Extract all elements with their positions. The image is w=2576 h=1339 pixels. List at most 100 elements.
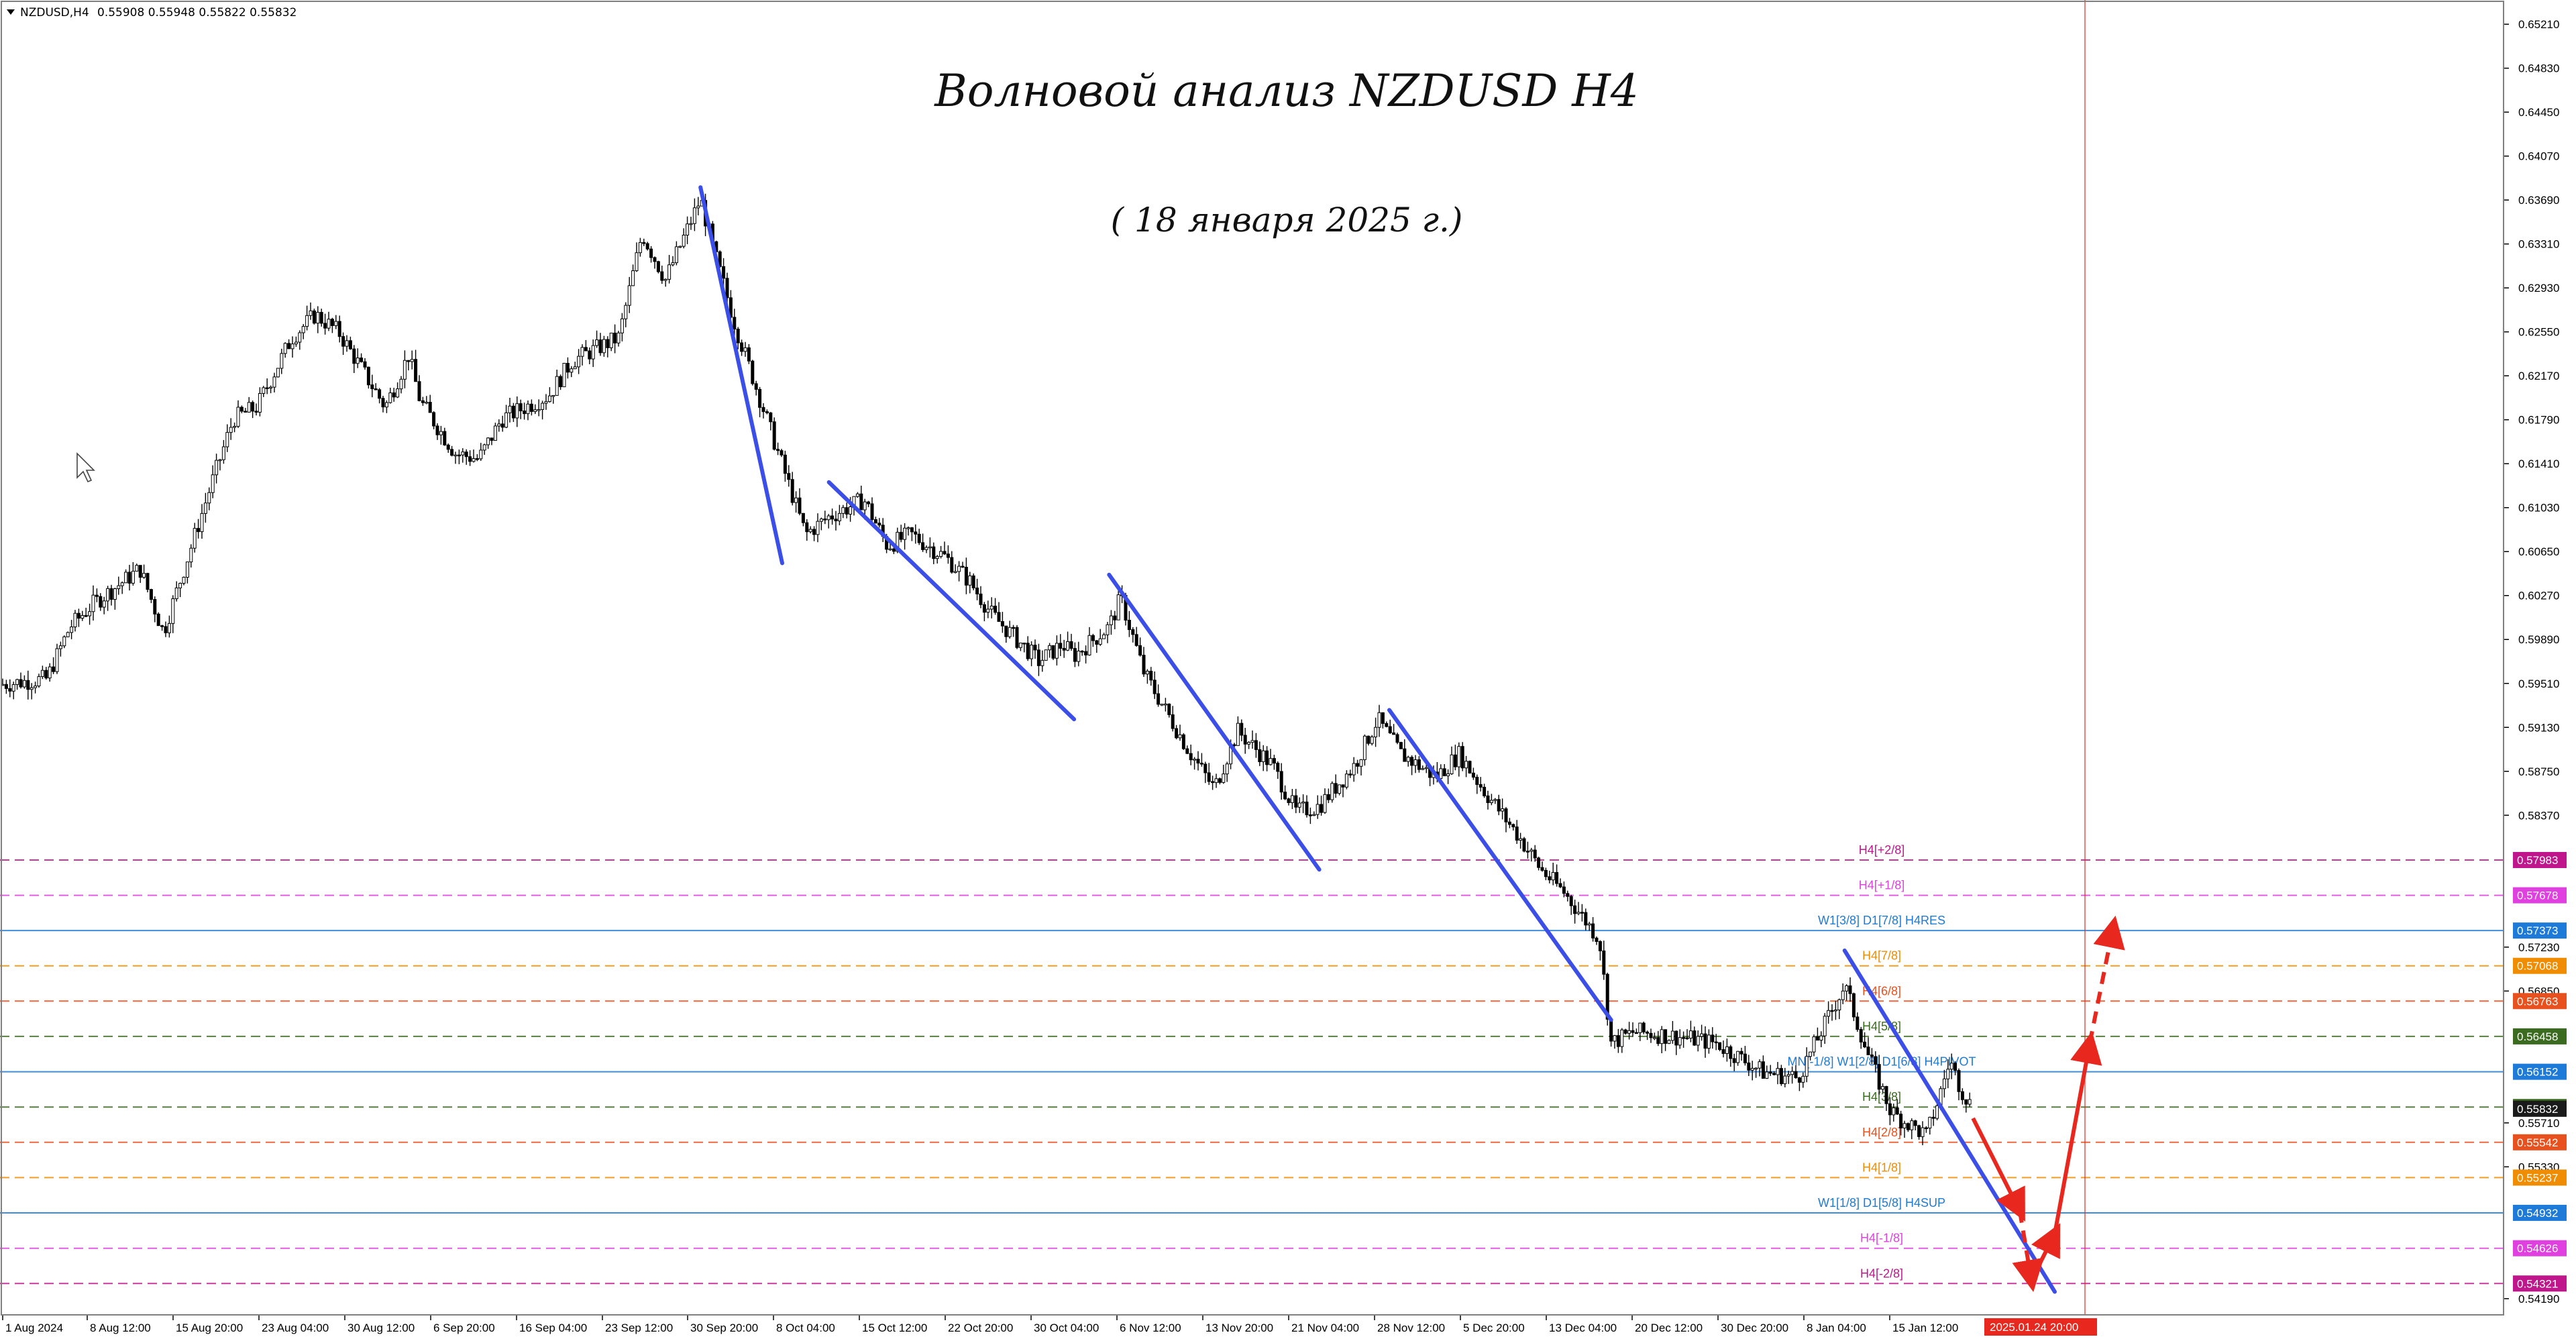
candle: [178, 582, 182, 598]
candle-body: [1609, 1018, 1613, 1042]
candle: [845, 502, 849, 519]
candle: [932, 542, 936, 565]
candle: [1483, 784, 1487, 798]
candle: [1413, 755, 1417, 773]
candle: [1283, 785, 1287, 800]
candle-body: [178, 583, 182, 588]
candle-body: [1033, 645, 1037, 651]
candle: [26, 670, 30, 700]
candle: [1218, 778, 1222, 785]
candle-body: [453, 454, 458, 457]
candle-body: [823, 519, 827, 521]
level-label: W1[3/8] D1[7/8] H4RES: [1818, 914, 1945, 927]
candle-body: [903, 527, 907, 540]
x-tick-label: 23 Sep 12:00: [605, 1322, 673, 1334]
candle: [725, 272, 729, 305]
candle-body: [1276, 763, 1280, 772]
symbol-dropdown-icon[interactable]: [7, 9, 15, 15]
candle-body: [294, 341, 298, 345]
candle: [1566, 890, 1570, 902]
candle: [1576, 902, 1580, 916]
y-tick-label: 0.55710: [2518, 1117, 2559, 1130]
x-tick-label: 21 Nov 04:00: [1291, 1322, 1359, 1334]
candle-body: [428, 402, 432, 413]
candle: [1276, 761, 1280, 780]
candle-body: [1018, 642, 1022, 648]
candle: [1497, 794, 1501, 816]
candle: [1225, 761, 1229, 782]
candle-body: [939, 551, 943, 557]
candle-body: [663, 278, 667, 281]
candle: [1421, 765, 1425, 771]
candle-body: [352, 348, 356, 364]
candle: [1558, 878, 1562, 888]
chart-date: ( 18 января 2025 г.): [1111, 201, 1463, 239]
candle-body: [588, 350, 592, 360]
candle-body: [1845, 985, 1849, 992]
candle: [638, 237, 642, 257]
time-highlight-badge: [1984, 1318, 2097, 1336]
level-label: MN[-1/8] W1[2/8] D1[6/8] H4PIVOT: [1787, 1055, 1976, 1069]
candle: [1620, 1028, 1624, 1053]
candle: [236, 400, 240, 428]
candle-body: [1240, 722, 1244, 736]
candle-body: [73, 612, 77, 628]
candle: [138, 565, 142, 583]
candle-body: [1772, 1073, 1776, 1075]
candle: [1884, 1085, 1888, 1112]
candle-body: [620, 318, 624, 333]
candle: [761, 403, 765, 419]
candle: [743, 341, 747, 357]
candle: [1921, 1121, 1925, 1146]
candle-body: [55, 648, 59, 672]
candle-body: [635, 252, 639, 272]
candle: [290, 336, 294, 358]
y-tick-label: 0.64070: [2518, 150, 2559, 163]
candle-body: [493, 425, 497, 441]
candle-body: [1171, 714, 1175, 729]
candle-body: [1211, 781, 1215, 784]
candle-body: [1851, 993, 1856, 1018]
candle: [1540, 861, 1544, 872]
candle-body: [233, 426, 237, 428]
candle: [1008, 621, 1012, 639]
candle: [1736, 1051, 1740, 1066]
candle: [1157, 684, 1161, 707]
candle-body: [131, 570, 135, 584]
candle: [374, 383, 378, 390]
y-tick-label: 0.61410: [2518, 458, 2559, 470]
candle: [1949, 1053, 1953, 1079]
candle: [519, 399, 523, 419]
candle: [696, 197, 700, 216]
candle: [15, 678, 19, 690]
candle: [1707, 1029, 1711, 1054]
candle: [1964, 1099, 1968, 1113]
candle-body: [1515, 826, 1519, 841]
candle-body: [443, 431, 447, 445]
candle: [1634, 1028, 1638, 1034]
candle-body: [1674, 1030, 1678, 1046]
candle-body: [1888, 1103, 1892, 1116]
candle: [1931, 1109, 1935, 1126]
candle: [1326, 788, 1330, 804]
y-tick-label: 0.58750: [2518, 765, 2559, 778]
candle: [52, 657, 56, 674]
candle-body: [1475, 777, 1479, 785]
candle-body: [870, 503, 874, 521]
y-tick-label: 0.61790: [2518, 414, 2559, 427]
candle: [1768, 1065, 1772, 1076]
candle: [464, 449, 468, 465]
candle: [1352, 757, 1356, 782]
candle-body: [867, 501, 871, 504]
y-tick-label: 0.59510: [2518, 678, 2559, 690]
candle-body: [239, 407, 244, 412]
candle-body: [570, 368, 574, 373]
candle: [360, 353, 364, 363]
candle-body: [1338, 784, 1342, 794]
candle-body: [863, 501, 867, 511]
candle: [1489, 794, 1493, 806]
candle-body: [1656, 1037, 1660, 1045]
candle: [472, 449, 476, 463]
candle-body: [544, 401, 548, 404]
